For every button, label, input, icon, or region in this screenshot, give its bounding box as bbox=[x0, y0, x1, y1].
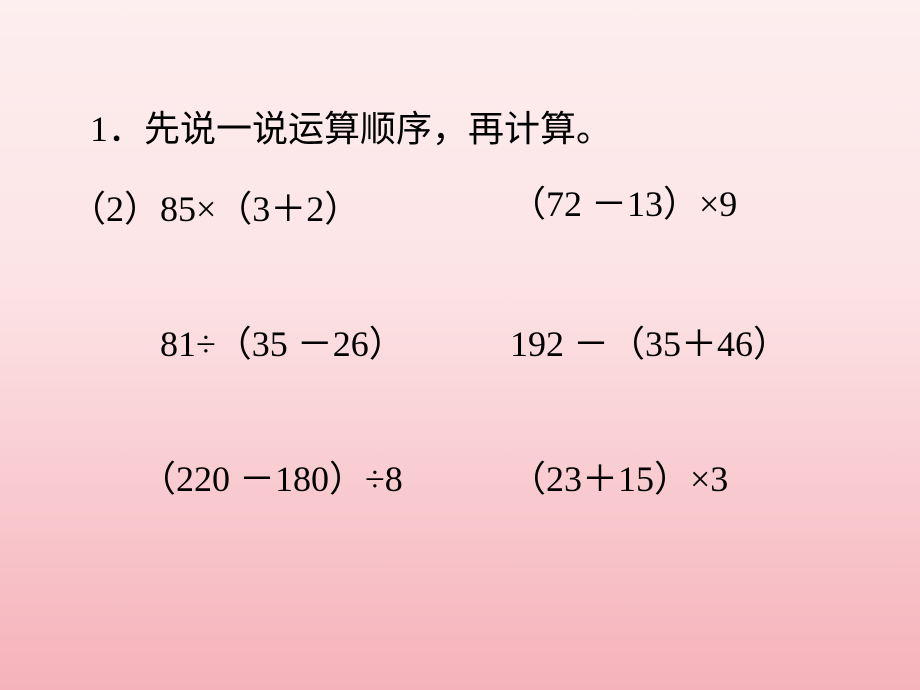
expression-2: （72 －13）×9 bbox=[510, 180, 737, 229]
expression-4: 192 －（35＋46） bbox=[510, 320, 790, 369]
expression-3: 81÷（35 －26） bbox=[160, 320, 440, 369]
expression-1: （2）85×（3＋2） bbox=[70, 185, 360, 234]
expression-5: （220 －180）÷8 bbox=[140, 455, 403, 504]
expression-6: （23＋15）×3 bbox=[510, 455, 728, 504]
problem-title: 1．先说一说运算顺序，再计算。 bbox=[90, 100, 612, 152]
